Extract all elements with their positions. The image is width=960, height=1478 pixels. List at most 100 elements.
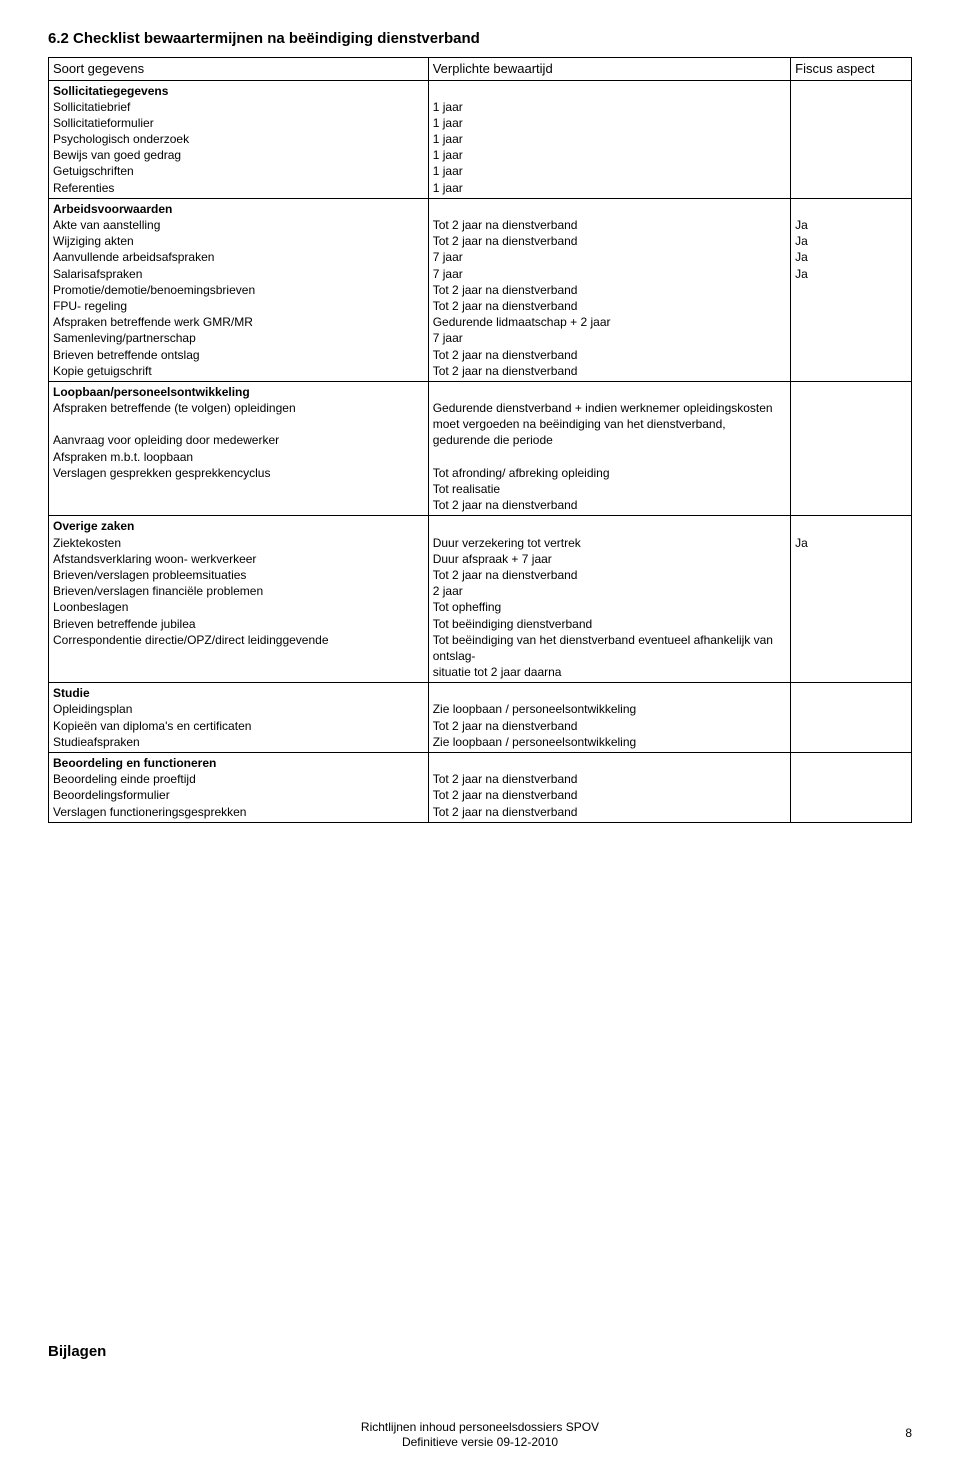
row-label: Kopieën van diploma's en certificaten: [53, 719, 251, 733]
table-cell-fiscus: [791, 753, 912, 823]
row-value: Tot afronding/ afbreking opleiding: [433, 466, 610, 480]
row-value: Tot 2 jaar na dienstverband: [433, 788, 578, 802]
row-fiscus: [795, 433, 798, 447]
table-cell-bewaar: Gedurende dienstverband + indien werknem…: [428, 381, 790, 516]
row-fiscus: [795, 633, 798, 647]
row-label: Sollicitatieformulier: [53, 116, 154, 130]
row-value: Tot beëindiging van het dienstverband ev…: [433, 633, 773, 663]
row-label: Afspraken betreffende (te volgen) opleid…: [53, 401, 296, 415]
table-cell-soort: Overige zaken Ziektekosten Afstandsverklar…: [49, 516, 429, 683]
row-label: Brieven betreffende jubilea: [53, 617, 196, 631]
row-value: Tot 2 jaar na dienstverband: [433, 498, 578, 512]
row-label: Akte van aanstelling: [53, 218, 160, 232]
row-value: Gedurende dienstverband + indien werknem…: [433, 401, 773, 447]
row-label: Samenleving/partnerschap: [53, 331, 196, 345]
row-label: Psychologisch onderzoek: [53, 132, 189, 146]
row-label: Afstandsverklaring woon- werkverkeer: [53, 552, 256, 566]
row-value: Tot 2 jaar na dienstverband: [433, 719, 578, 733]
row-fiscus: [795, 364, 798, 378]
row-value: 1 jaar: [433, 148, 463, 162]
section-title: Loopbaan/personeelsontwikkeling: [53, 385, 250, 399]
row-value: 2 jaar: [433, 584, 463, 598]
section-title: Studie: [53, 686, 90, 700]
row-value: 1 jaar: [433, 116, 463, 130]
row-value: Tot 2 jaar na dienstverband: [433, 348, 578, 362]
row-value: Tot beëindiging dienstverband: [433, 617, 592, 631]
row-fiscus: [795, 181, 798, 195]
table-cell-bewaar: Zie loopbaan / personeelsontwikkeling Tot…: [428, 683, 790, 753]
row-label: Getuigschriften: [53, 164, 134, 178]
row-label: [53, 417, 56, 431]
row-value: Gedurende lidmaatschap + 2 jaar: [433, 315, 611, 329]
table-cell-fiscus: [791, 683, 912, 753]
row-fiscus: [795, 805, 798, 819]
row-fiscus: [795, 617, 798, 631]
row-label: Promotie/demotie/benoemingsbrieven: [53, 283, 255, 297]
table-cell-soort: Arbeidsvoorwaarden Akte van aanstelling Wi…: [49, 198, 429, 381]
row-label: FPU- regeling: [53, 299, 127, 313]
row-fiscus: [795, 116, 798, 130]
row-fiscus: [795, 584, 798, 598]
col-header-bewaar: Verplichte bewaartijd: [428, 58, 790, 81]
row-value: Zie loopbaan / personeelsontwikkeling: [433, 702, 636, 716]
row-fiscus: Ja: [795, 218, 808, 232]
col-header-fiscus: Fiscus aspect: [791, 58, 912, 81]
row-fiscus: [795, 788, 798, 802]
table-cell-soort: Studie Opleidingsplan Kopieën van diploma'…: [49, 683, 429, 753]
row-value: Tot 2 jaar na dienstverband: [433, 283, 578, 297]
col-header-soort: Soort gegevens: [49, 58, 429, 81]
footer-version: Definitieve versie 09-12-2010: [402, 1435, 558, 1449]
table-cell-bewaar: Tot 2 jaar na dienstverband Tot 2 jaar na…: [428, 753, 790, 823]
section-title: Beoordeling en functioneren: [53, 756, 216, 770]
row-fiscus: [795, 772, 798, 786]
row-fiscus: [795, 719, 798, 733]
row-label: Wijziging akten: [53, 234, 134, 248]
section-heading: 6.2 Checklist bewaartermijnen na beëindi…: [48, 30, 912, 47]
section-title: Overige zaken: [53, 519, 134, 533]
row-label: Loonbeslagen: [53, 600, 128, 614]
row-label: Sollicitatiebrief: [53, 100, 130, 114]
row-fiscus: [795, 450, 798, 464]
row-value: 1 jaar: [433, 181, 463, 195]
row-fiscus: Ja: [795, 234, 808, 248]
row-fiscus: [795, 348, 798, 362]
row-value: 7 jaar: [433, 250, 463, 264]
row-label: Beoordeling einde proeftijd: [53, 772, 196, 786]
row-value: situatie tot 2 jaar daarna: [433, 665, 562, 679]
retention-table: Soort gegevens Verplichte bewaartijd Fis…: [48, 57, 912, 823]
row-fiscus: [795, 299, 798, 313]
row-fiscus: [795, 148, 798, 162]
row-value: Zie loopbaan / personeelsontwikkeling: [433, 735, 636, 749]
section-title: Sollicitatiegegevens: [53, 84, 168, 98]
row-fiscus: [795, 568, 798, 582]
row-label: Bewijs van goed gedrag: [53, 148, 181, 162]
row-fiscus: Ja: [795, 536, 808, 550]
row-value: 1 jaar: [433, 100, 463, 114]
page-footer: Richtlijnen inhoud personeelsdossiers SP…: [48, 1420, 912, 1451]
row-label: Kopie getuigschrift: [53, 364, 152, 378]
row-value: [433, 450, 436, 464]
row-fiscus: [795, 331, 798, 345]
row-label: Ziektekosten: [53, 536, 121, 550]
table-cell-soort: Sollicitatiegegevens Sollicitatiebrief Sol…: [49, 80, 429, 198]
row-label: Opleidingsplan: [53, 702, 132, 716]
row-fiscus: [795, 735, 798, 749]
row-value: Tot 2 jaar na dienstverband: [433, 805, 578, 819]
page-number: 8: [905, 1426, 912, 1442]
row-label: Beoordelingsformulier: [53, 788, 170, 802]
row-label: Afspraken betreffende werk GMR/MR: [53, 315, 253, 329]
row-value: Tot 2 jaar na dienstverband: [433, 299, 578, 313]
row-fiscus: [795, 315, 798, 329]
section-title: Arbeidsvoorwaarden: [53, 202, 172, 216]
row-value: Tot 2 jaar na dienstverband: [433, 772, 578, 786]
row-value: Tot 2 jaar na dienstverband: [433, 234, 578, 248]
row-fiscus: Ja: [795, 267, 808, 281]
row-label: Brieven/verslagen financiële problemen: [53, 584, 263, 598]
row-value: Duur verzekering tot vertrek: [433, 536, 581, 550]
row-value: Tot 2 jaar na dienstverband: [433, 568, 578, 582]
row-fiscus: Ja: [795, 250, 808, 264]
table-cell-bewaar: 1 jaar 1 jaar 1 jaar 1 jaar 1 jaar 1 jaar: [428, 80, 790, 198]
row-value: 1 jaar: [433, 132, 463, 146]
row-fiscus: [795, 466, 798, 480]
row-value: 1 jaar: [433, 164, 463, 178]
